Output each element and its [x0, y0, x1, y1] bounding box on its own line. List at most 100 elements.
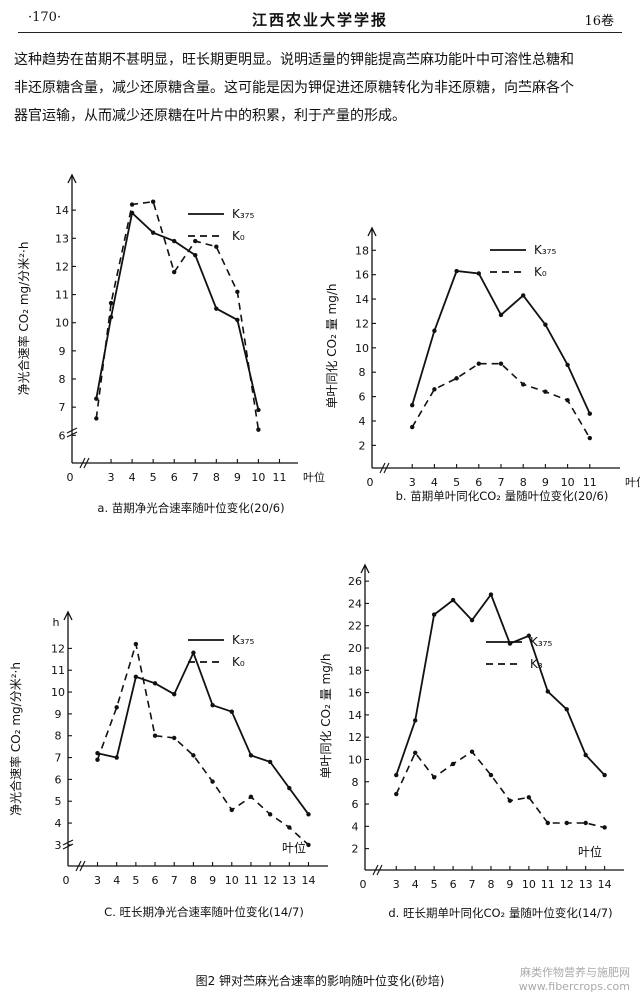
body-paragraph: 这种趋势在苗期不甚明显，旺长期更明显。说明适量的钾能提高苎麻功能叶中可溶性总糖和… — [14, 46, 626, 130]
y-axis-break — [66, 427, 78, 434]
data-point — [152, 681, 158, 686]
data-point — [287, 785, 292, 791]
legend-label: K₃₇₅ — [530, 635, 552, 649]
x-tick-label: 9 — [234, 471, 241, 484]
x-tick-label: 8 — [487, 878, 494, 891]
x-tick-label: 10 — [225, 874, 239, 887]
data-point — [602, 825, 607, 830]
y-axis-break — [62, 839, 74, 846]
series-line-k0 — [96, 643, 310, 846]
data-point — [565, 398, 570, 403]
x-axis-label: 叶位 — [282, 840, 306, 855]
data-point — [287, 825, 292, 830]
y-tick-label: 14 — [348, 709, 362, 722]
x-tick-label: 10 — [251, 471, 265, 484]
data-point — [564, 707, 569, 712]
data-point — [432, 387, 437, 392]
x-axis-break — [75, 860, 82, 872]
x-tick-label: 13 — [282, 874, 296, 887]
x-tick-label: 0 — [63, 874, 70, 887]
y-tick-label: 7 — [55, 752, 62, 765]
x-axis-break — [383, 462, 390, 474]
data-point — [306, 842, 311, 848]
y-tick-label: 6 — [55, 773, 62, 786]
data-point — [95, 757, 100, 762]
y-axis-label: 净光合速率 CO₂ mg/分米²·h — [8, 662, 23, 816]
x-tick-label: 11 — [541, 878, 555, 891]
page-header: ·170· 江西农业大学学报 16卷 — [0, 0, 640, 36]
journal-title: 江西农业大学学报 — [251, 11, 388, 29]
y-tick-label: 8 — [59, 373, 66, 386]
x-tick-label: 0 — [367, 476, 374, 489]
y-tick-label: 14 — [355, 293, 369, 306]
data-point — [587, 411, 592, 416]
y-tick-label: 9 — [59, 345, 66, 358]
data-point — [150, 199, 156, 204]
data-point — [306, 812, 311, 817]
data-point — [191, 753, 196, 758]
x-tick-label: 7 — [192, 471, 199, 484]
x-tick-label: 11 — [583, 476, 597, 489]
data-point — [521, 382, 526, 387]
series-line-k0 — [411, 362, 591, 439]
y-tick-label: 12 — [348, 731, 362, 744]
data-point — [172, 238, 177, 244]
y-tick-label: 12 — [51, 642, 65, 655]
paragraph-line: 非还原糖含量，减少还原糖含量。这可能是因为钾促进还原糖转化为非还原糖，向苎麻各个 — [14, 80, 574, 96]
y-tick-label: 8 — [359, 366, 366, 379]
page-number: ·170· — [28, 10, 62, 25]
x-axis-label: 叶位 — [303, 470, 325, 484]
data-point — [450, 597, 456, 603]
x-tick-label: 4 — [412, 878, 419, 891]
data-point — [469, 617, 475, 623]
y-tick-label: 16 — [348, 687, 362, 700]
x-axis-label: 叶位 — [625, 475, 640, 489]
y-tick-label: 5 — [55, 795, 62, 808]
data-point — [602, 772, 607, 778]
y-axis-arrow — [67, 173, 77, 184]
x-tick-label: 3 — [94, 874, 101, 887]
x-tick-label: 12 — [560, 878, 574, 891]
y-axis-label: 单叶同化 CO₂ 量 mg/h — [319, 653, 333, 778]
x-tick-label: 7 — [469, 878, 476, 891]
x-tick-label: 6 — [475, 476, 482, 489]
y-tick-label: 10 — [348, 753, 362, 766]
y-tick-label: 2 — [352, 843, 359, 856]
y-axis-label: 单叶同化 CO₂ 量 mg/h — [325, 283, 339, 408]
data-point — [454, 376, 459, 381]
data-point — [229, 807, 234, 813]
data-point — [235, 317, 240, 323]
data-point — [267, 812, 273, 817]
x-axis-break — [79, 457, 86, 469]
data-point — [583, 820, 588, 826]
y-axis-arrow — [367, 226, 377, 237]
y-tick-label: 18 — [348, 664, 362, 677]
data-point — [431, 775, 437, 780]
data-point — [521, 293, 526, 298]
x-tick-label: 0 — [360, 878, 367, 891]
y-tick-label: 24 — [348, 597, 362, 610]
x-tick-label: 5 — [132, 874, 139, 887]
x-tick-label: 3 — [108, 471, 115, 484]
y-tick-label: 4 — [352, 820, 359, 833]
data-point — [476, 361, 481, 366]
watermark-line: www.fibercrops.com — [518, 980, 630, 993]
series-line-k375 — [411, 270, 591, 415]
data-point — [114, 705, 119, 710]
x-tick-label: 14 — [598, 878, 612, 891]
x-axis-break — [79, 860, 86, 872]
watermark: 麻类作物营养与施肥网 www.fibercrops.com — [519, 966, 630, 994]
y-tick-label: 3 — [55, 839, 62, 852]
y-tick-label: 18 — [355, 244, 369, 257]
x-axis-label: 叶位 — [578, 844, 602, 859]
chart-panel-b: 2 4 6 8 10 12 14 16 18 0 3 4 5 6 7 8 9 10 11 叶位 单叶同化 CO₂ 量 m… — [325, 226, 640, 503]
y-tick-label: 9 — [55, 708, 62, 721]
data-point — [488, 592, 494, 597]
data-point — [248, 753, 254, 758]
x-tick-label: 6 — [171, 471, 178, 484]
data-point — [565, 362, 570, 368]
data-point — [256, 407, 261, 413]
data-point — [193, 238, 198, 244]
